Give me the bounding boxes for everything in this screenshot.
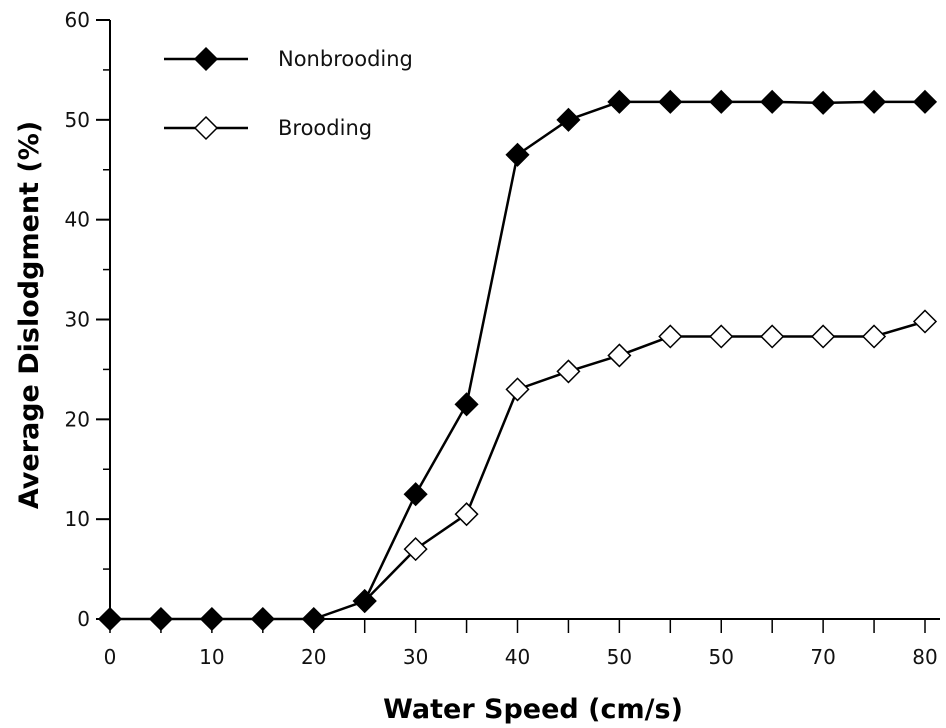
x-tick-label: 50 — [607, 645, 632, 669]
x-tick-label: 40 — [505, 645, 530, 669]
x-tick-label: 70 — [810, 645, 835, 669]
data-point-nonbrooding — [760, 89, 785, 114]
y-tick-label: 30 — [65, 308, 90, 332]
data-point-nonbrooding — [352, 588, 377, 614]
x-tick-label: 50 — [709, 645, 734, 669]
legend-item-brooding: Brooding — [164, 115, 372, 141]
data-point-brooding — [403, 537, 428, 562]
data-point-brooding — [658, 324, 683, 349]
series-nonbrooding — [97, 89, 938, 632]
series-brooding — [352, 309, 938, 614]
data-point-brooding — [454, 502, 479, 527]
data-point-nonbrooding — [862, 89, 887, 114]
x-tick-label: 10 — [199, 645, 224, 669]
data-point-brooding — [862, 324, 887, 349]
data-point-nonbrooding — [250, 606, 275, 632]
data-point-brooding — [556, 359, 581, 384]
data-point-nonbrooding — [811, 90, 836, 115]
legend-item-nonbrooding: Nonbrooding — [164, 46, 413, 72]
y-tick-label: 60 — [65, 8, 90, 32]
axes: 0 10 20 30 40 50 60 0 10 20 30 40 50 50 70 80 — [65, 8, 940, 669]
data-point-nonbrooding — [912, 89, 938, 114]
data-point-nonbrooding — [97, 606, 123, 632]
legend-marker — [193, 46, 219, 72]
data-point-brooding — [505, 377, 530, 402]
data-point-nonbrooding — [505, 142, 530, 167]
series-layer — [97, 89, 938, 632]
legend-label: Brooding — [278, 116, 372, 140]
series-line-brooding — [363, 320, 926, 602]
y-axis-title: Average Dislodgment (%) — [14, 121, 45, 509]
data-point-nonbrooding — [148, 606, 173, 632]
y-tick-label: 0 — [77, 607, 90, 631]
data-point-nonbrooding — [199, 606, 224, 632]
legend-label: Nonbrooding — [278, 47, 413, 71]
y-tick-label: 50 — [65, 108, 90, 132]
y-tick-label: 10 — [65, 507, 90, 531]
x-axis-title: Water Speed (cm/s) — [383, 694, 683, 725]
data-point-nonbrooding — [301, 606, 326, 632]
legend: Nonbrooding Brooding — [164, 46, 413, 141]
data-point-brooding — [811, 324, 836, 349]
data-point-nonbrooding — [556, 107, 581, 132]
data-point-brooding — [607, 343, 632, 368]
x-tick-label: 0 — [104, 645, 117, 669]
y-tick-label: 20 — [65, 407, 90, 431]
x-tick-label: 80 — [912, 645, 937, 669]
series-line-nonbrooding — [110, 100, 925, 621]
data-point-nonbrooding — [709, 89, 734, 114]
data-point-nonbrooding — [607, 89, 632, 114]
data-point-nonbrooding — [658, 89, 683, 114]
data-point-nonbrooding — [454, 392, 479, 417]
legend-marker — [193, 115, 219, 141]
data-point-brooding — [760, 324, 785, 349]
data-point-nonbrooding — [403, 482, 428, 507]
y-tick-label: 40 — [65, 208, 90, 232]
data-point-brooding — [912, 309, 938, 334]
x-tick-label: 30 — [403, 645, 428, 669]
data-point-brooding — [709, 324, 734, 349]
x-tick-label: 20 — [301, 645, 326, 669]
